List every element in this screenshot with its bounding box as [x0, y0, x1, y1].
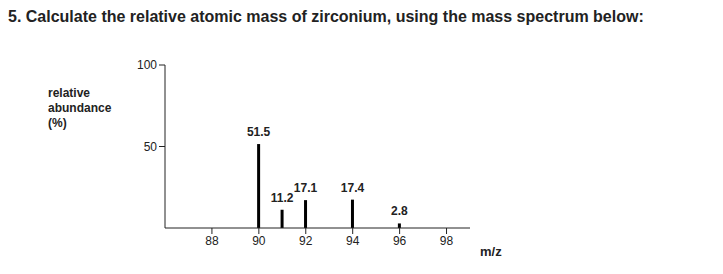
svg-text:88: 88: [205, 234, 219, 248]
svg-text:50: 50: [144, 140, 158, 154]
html-text:relative: relative: [48, 86, 90, 100]
svg-text:100: 100: [137, 58, 157, 72]
svg-text:51.5: 51.5: [247, 125, 271, 139]
svg-text:96: 96: [393, 234, 407, 248]
html-text:5. Calculate the relative atom: 5. Calculate the relative atomic mass of…: [8, 8, 644, 25]
svg-text:90: 90: [252, 234, 266, 248]
svg-text:92: 92: [299, 234, 313, 248]
svg-text:2.8: 2.8: [391, 204, 408, 218]
svg-text:98: 98: [440, 234, 454, 248]
html-text:abundance: abundance: [48, 101, 112, 115]
svg-text:17.1: 17.1: [294, 181, 318, 195]
svg-text:11.2: 11.2: [271, 191, 294, 205]
html-text:m/z: m/z: [480, 244, 502, 259]
svg-text:17.4: 17.4: [341, 181, 365, 195]
svg-text:94: 94: [346, 234, 360, 248]
